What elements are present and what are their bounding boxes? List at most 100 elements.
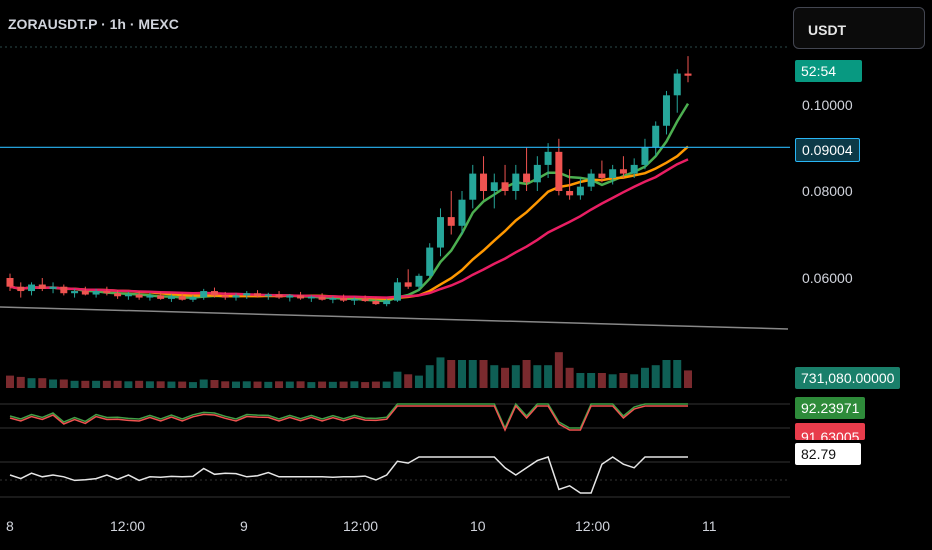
pane-separators <box>0 46 790 498</box>
rsi-pane <box>9 456 688 494</box>
candle-body <box>286 295 294 298</box>
volume-bar <box>619 373 628 388</box>
volume-bar <box>458 360 466 388</box>
candle-body <box>178 296 186 300</box>
volume-bar <box>554 352 563 388</box>
volume-bar <box>242 381 251 388</box>
candle-body <box>566 191 574 196</box>
volume-bar <box>307 382 316 388</box>
candle-body <box>92 291 100 295</box>
volume-bar <box>544 365 553 388</box>
bar-countdown-tag: 52:54 <box>795 60 862 82</box>
volume-bar <box>608 374 617 388</box>
volume-bar <box>501 367 510 388</box>
volume-bar <box>221 381 230 388</box>
volume-bar <box>16 376 25 388</box>
volume-bar <box>414 375 423 388</box>
volume-bar <box>285 381 294 388</box>
candle-body <box>609 169 617 178</box>
volume-bar <box>135 380 144 388</box>
moving-averages <box>9 102 690 303</box>
candle-body <box>393 282 401 301</box>
oscillator-green-line <box>9 402 688 430</box>
candle-body <box>114 293 122 297</box>
candle-body <box>146 295 154 298</box>
candle-body <box>243 293 251 296</box>
candle-body <box>619 169 627 174</box>
candle-body <box>587 173 595 187</box>
volume-bar <box>113 380 122 388</box>
candle-body <box>684 73 692 76</box>
volume-bar <box>264 381 273 388</box>
volume-bar <box>662 360 671 388</box>
candle-body <box>576 186 584 196</box>
volume-bar <box>178 381 187 388</box>
candle-body <box>555 151 563 191</box>
volume-bar <box>479 360 488 388</box>
oscillator-pane <box>9 402 688 432</box>
candle-body <box>426 247 434 276</box>
candle-body <box>28 284 36 292</box>
ma-fast-line <box>9 102 690 303</box>
candle-body <box>38 284 46 289</box>
candle-body <box>135 294 143 298</box>
volume-bar <box>350 381 359 388</box>
candle-body <box>501 182 509 191</box>
volume-bar <box>102 380 111 388</box>
volume-bar <box>587 373 596 388</box>
candle-body <box>81 291 89 295</box>
candle-body <box>469 173 477 200</box>
volume-bar <box>640 367 649 388</box>
volume-bar <box>361 382 370 388</box>
symbol-title: ZORAUSDT.P · 1h · MEXC <box>8 16 179 32</box>
volume-bar <box>630 374 639 388</box>
candle-body <box>49 286 57 289</box>
time-axis-label: 9 <box>240 518 248 534</box>
candlestick-series <box>6 56 692 307</box>
volume-bar <box>382 381 391 388</box>
candle-body <box>436 217 444 248</box>
volume-bar <box>565 367 574 388</box>
candle-body <box>167 296 175 299</box>
candle-body <box>350 298 358 301</box>
candle-body <box>103 291 111 294</box>
candle-body <box>6 278 14 287</box>
currency-button[interactable]: USDT <box>793 7 925 49</box>
volume-bar <box>156 381 165 388</box>
candle-body <box>598 173 606 178</box>
candle-body <box>383 300 391 305</box>
current-price-tag: 0.09004 <box>795 138 860 162</box>
candle-body <box>662 95 670 126</box>
candle-body <box>480 173 488 191</box>
volume-bar <box>318 381 327 388</box>
volume-bar <box>81 380 90 388</box>
rsi-value-tag: 82.79 <box>795 443 861 465</box>
volume-bar <box>522 360 531 388</box>
candle-body <box>641 147 649 165</box>
candle-body <box>189 297 197 300</box>
volume-bar <box>436 357 445 388</box>
candle-body <box>512 173 520 191</box>
volume-pane <box>6 352 692 388</box>
price-tick-label: 0.06000 <box>802 270 853 286</box>
time-axis-label: 12:00 <box>575 518 611 534</box>
candle-body <box>372 301 380 305</box>
candle-body <box>318 296 326 300</box>
candle-body <box>340 298 348 301</box>
volume-bar <box>468 360 477 388</box>
volume-bar <box>70 380 79 388</box>
volume-bar <box>199 379 208 388</box>
volume-bar <box>393 371 402 388</box>
time-axis-label: 12:00 <box>110 518 146 534</box>
candle-body <box>458 199 466 226</box>
oscillator-red-line <box>9 404 688 432</box>
volume-bar <box>145 381 154 388</box>
volume-bar <box>167 381 176 388</box>
volume-bar <box>339 381 348 388</box>
candle-body <box>264 294 272 297</box>
time-axis-label: 12:00 <box>343 518 379 534</box>
candle-body <box>673 73 681 96</box>
volume-bar <box>49 379 58 388</box>
volume-bar <box>597 373 606 388</box>
